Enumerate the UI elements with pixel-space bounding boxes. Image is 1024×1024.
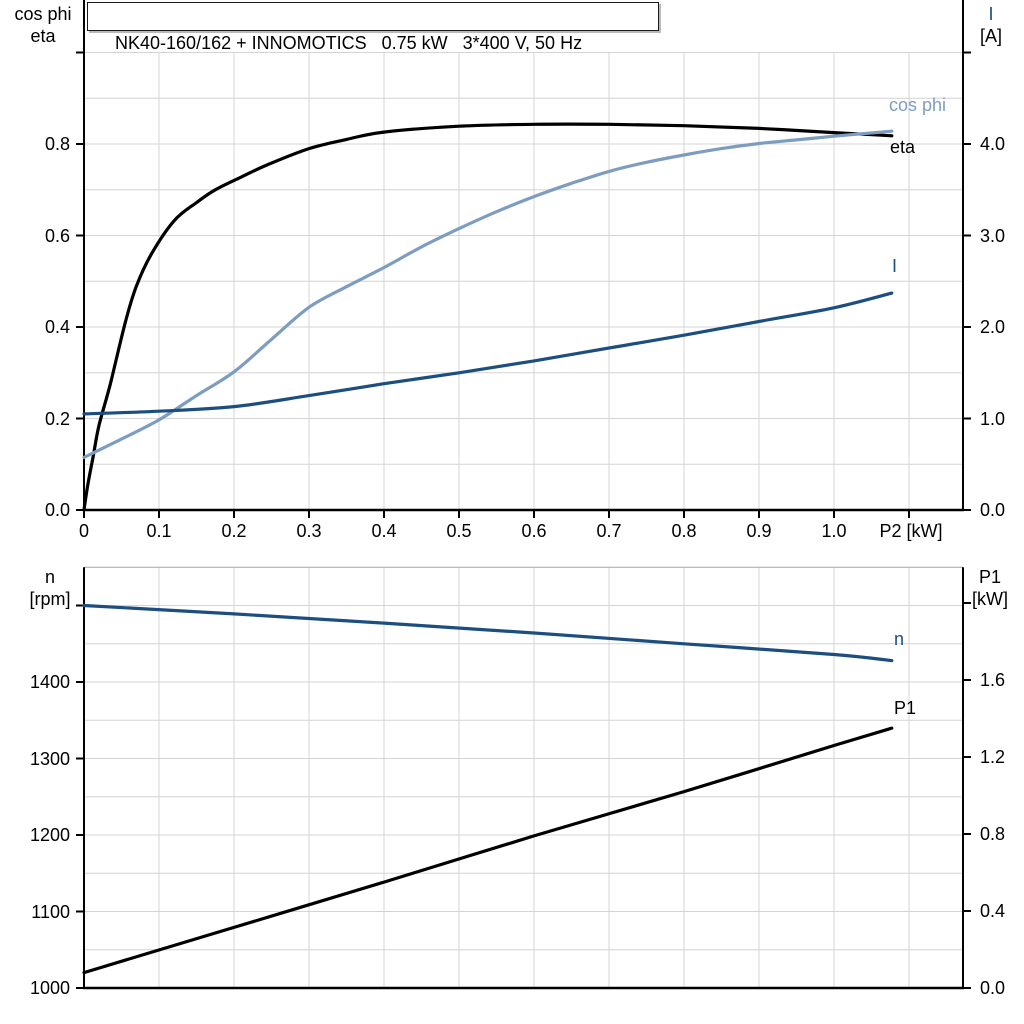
curve-cos-phi [82,129,894,459]
y-right-tick-label: 2.0 [980,317,1006,337]
y-right-tick-label: 1.6 [980,670,1006,690]
x-tick-label: 0.4 [371,521,397,541]
y-left-axis-header-top: cos phi eta [0,3,86,47]
y-left-header-line1: cos phi [14,4,72,24]
y-left-axis-header-bottom: n [rpm] [16,566,84,610]
x-tick-label: 0.5 [446,521,472,541]
x-tick-label: 0.7 [596,521,622,541]
y-right-tick-label: 0.4 [980,901,1006,921]
y-left-tick-label: 1200 [29,825,70,845]
y-left-tick-label: 1400 [29,672,70,692]
y-left-bottom-header-line2: [rpm] [29,589,71,609]
curve-P1 [82,726,894,975]
curve-label-p1: P1 [894,698,917,718]
y-left-tick-label: 0.8 [44,134,70,154]
y-right-tick-label: 1.2 [980,747,1006,767]
x-tick-label: 0.2 [221,521,247,541]
y-right-header-line1: I [988,4,994,24]
y-right-tick-label: 4.0 [980,134,1006,154]
y-right-bottom-header-line1: P1 [978,567,1002,587]
y-right-tick-label: 1.0 [980,408,1006,429]
y-left-header-line2: eta [30,26,56,46]
y-right-axis-header-bottom: P1 [kW] [958,566,1022,610]
y-right-tick-label: 0.0 [980,978,1006,998]
y-left-bottom-header-line1: n [44,567,55,587]
x-tick-label: 0.8 [671,521,697,541]
x-tick-label: 0 [78,521,89,541]
x-tick-label: 0.1 [146,521,172,541]
x-tick-label: 0.6 [521,521,547,541]
x-tick-label: 0.3 [296,521,322,541]
y-left-tick-label: 1300 [29,748,70,769]
curve-label-eta: eta [890,137,916,157]
x-tick-label: 1.0 [821,521,847,541]
y-left-tick-label: 0.0 [44,500,70,520]
curve-I [82,291,894,416]
y-left-tick-label: 0.2 [44,408,70,429]
y-left-tick-label: 0.4 [44,317,70,337]
y-right-axis-header-top: I [A] [961,3,1021,47]
y-right-tick-label: 0.0 [980,500,1006,520]
curve-label-current: I [892,256,898,276]
chart-title-box: NK40-160/162 + INNOMOTICS 0.75 kW 3*400 … [87,2,659,53]
x-tick-label: 0.9 [746,521,772,541]
y-right-bottom-header-line2: [kW] [972,589,1008,609]
curve-label-speed: n [894,629,905,649]
y-left-tick-label: 1000 [29,978,70,998]
curve-n [82,603,894,663]
y-right-header-line2: [A] [979,26,1002,46]
chart-title: NK40-160/162 + INNOMOTICS 0.75 kW 3*400 … [115,33,583,53]
curve-eta [82,122,894,512]
y-right-tick-label: 3.0 [980,225,1006,246]
y-right-tick-label: 0.8 [980,824,1006,844]
y-left-tick-label: 0.6 [44,225,70,246]
x-axis-label: P2 [kW] [879,521,943,541]
y-left-tick-label: 1100 [31,901,70,922]
curve-label-cos-phi: cos phi [889,95,947,115]
